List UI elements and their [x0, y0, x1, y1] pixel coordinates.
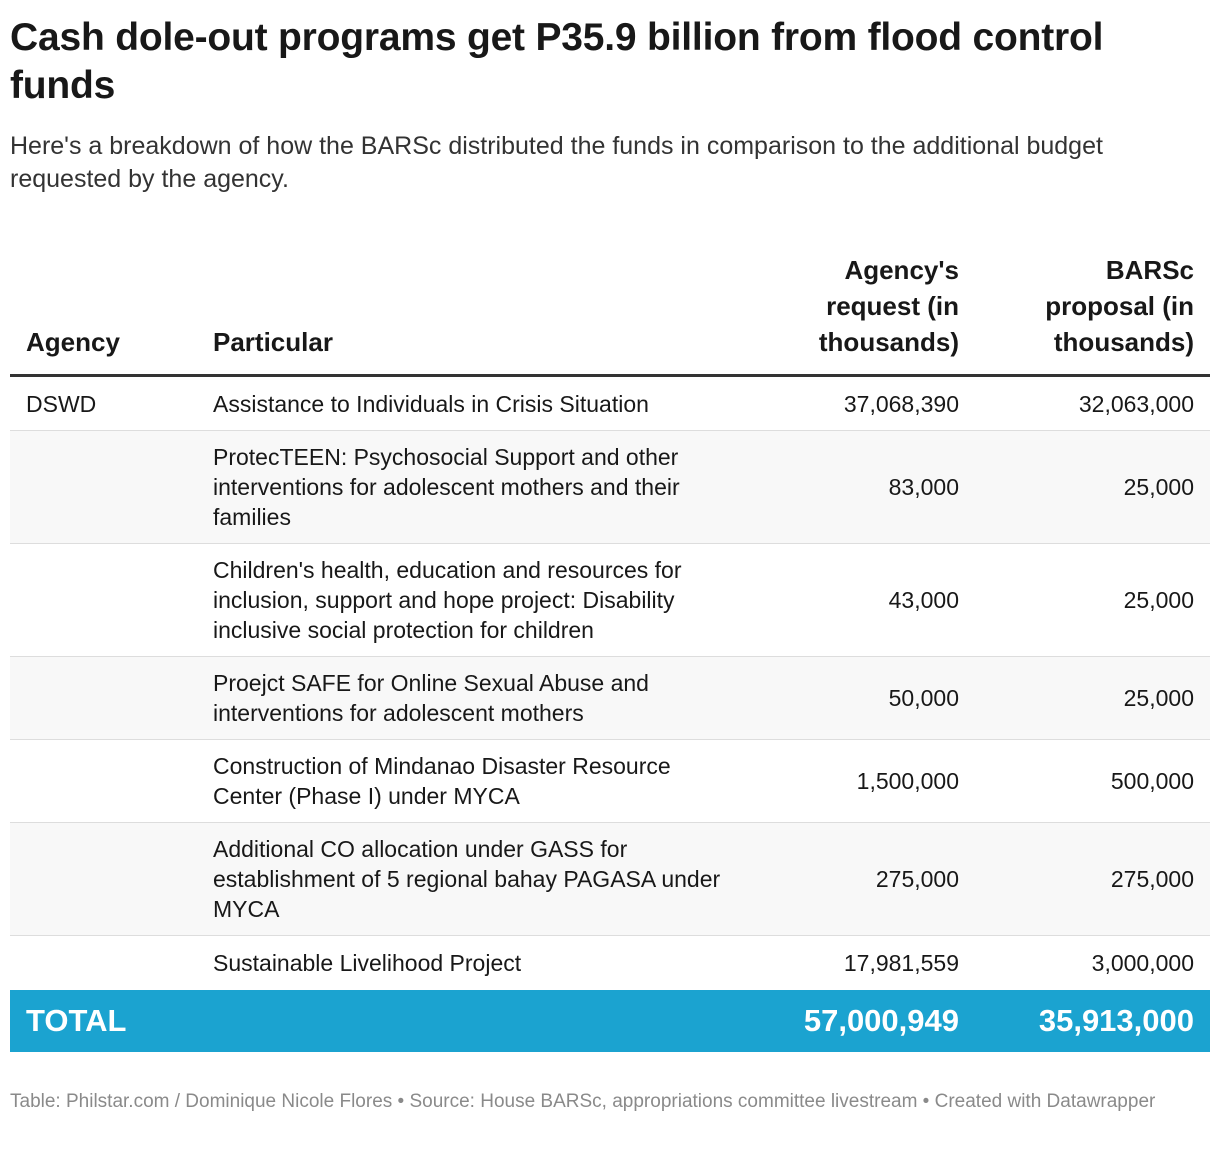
cell-agency: [10, 656, 197, 740]
column-header-particular[interactable]: Particular: [197, 248, 750, 377]
cell-agency-request: 17,981,559: [750, 935, 975, 990]
cell-particular: Proejct SAFE for Online Sexual Abuse and…: [197, 656, 750, 740]
column-header-agency[interactable]: Agency: [10, 248, 197, 377]
cell-agency-request: 37,068,390: [750, 375, 975, 431]
data-table: Agency Particular Agency's request (in t…: [10, 248, 1210, 1052]
total-proposal: 35,913,000: [975, 990, 1210, 1052]
header-row: Agency Particular Agency's request (in t…: [10, 248, 1210, 377]
column-header-barsc-proposal[interactable]: BARSc proposal (in thousands): [975, 248, 1210, 377]
cell-agency: [10, 822, 197, 936]
cell-barsc-proposal: 275,000: [975, 822, 1210, 936]
cell-agency-request: 83,000: [750, 430, 975, 544]
chart-notes: Table: Philstar.com / Dominique Nicole F…: [10, 1091, 1156, 1112]
cell-particular: Construction of Mindanao Disaster Resour…: [197, 739, 750, 823]
table-row: Additional CO allocation under GASS for …: [10, 822, 1210, 936]
table-footer: TOTAL 57,000,949 35,913,000: [10, 990, 1210, 1052]
table-row: Proejct SAFE for Online Sexual Abuse and…: [10, 656, 1210, 740]
cell-particular: ProtecTEEN: Psychosocial Support and oth…: [197, 430, 750, 544]
cell-barsc-proposal: 25,000: [975, 543, 1210, 657]
table-row: DSWD Assistance to Individuals in Crisis …: [10, 375, 1210, 431]
table-header: Agency Particular Agency's request (in t…: [10, 248, 1210, 377]
total-label: TOTAL: [10, 990, 197, 1052]
cell-agency: [10, 430, 197, 544]
cell-particular: Additional CO allocation under GASS for …: [197, 822, 750, 936]
cell-particular: Sustainable Livelihood Project: [197, 935, 750, 990]
table-body: DSWD Assistance to Individuals in Crisis …: [10, 375, 1210, 990]
cell-particular: Children's health, education and resourc…: [197, 543, 750, 657]
cell-particular: Assistance to Individuals in Crisis Situ…: [197, 375, 750, 431]
cell-agency-request: 50,000: [750, 656, 975, 740]
cell-barsc-proposal: 3,000,000: [975, 935, 1210, 990]
cell-barsc-proposal: 25,000: [975, 430, 1210, 544]
cell-agency: [10, 935, 197, 990]
column-header-agency-request[interactable]: Agency's request (in thousands): [750, 248, 975, 377]
cell-agency: DSWD: [10, 375, 197, 431]
chart-title: Cash dole-out programs get P35.9 billion…: [10, 16, 1104, 107]
cell-agency: [10, 739, 197, 823]
table-row: Construction of Mindanao Disaster Resour…: [10, 739, 1210, 823]
cell-agency-request: 275,000: [750, 822, 975, 936]
table-row: ProtecTEEN: Psychosocial Support and oth…: [10, 430, 1210, 544]
total-row: TOTAL 57,000,949 35,913,000: [10, 990, 1210, 1052]
cell-agency-request: 1,500,000: [750, 739, 975, 823]
cell-barsc-proposal: 32,063,000: [975, 375, 1210, 431]
table-row: Children's health, education and resourc…: [10, 543, 1210, 657]
total-particular-cell: [197, 990, 750, 1052]
cell-barsc-proposal: 25,000: [975, 656, 1210, 740]
cell-barsc-proposal: 500,000: [975, 739, 1210, 823]
cell-agency-request: 43,000: [750, 543, 975, 657]
cell-agency: [10, 543, 197, 657]
chart-subtitle: Here's a breakdown of how the BARSc dist…: [10, 132, 1103, 193]
table-row: Sustainable Livelihood Project 17,981,559…: [10, 935, 1210, 990]
total-request: 57,000,949: [750, 990, 975, 1052]
